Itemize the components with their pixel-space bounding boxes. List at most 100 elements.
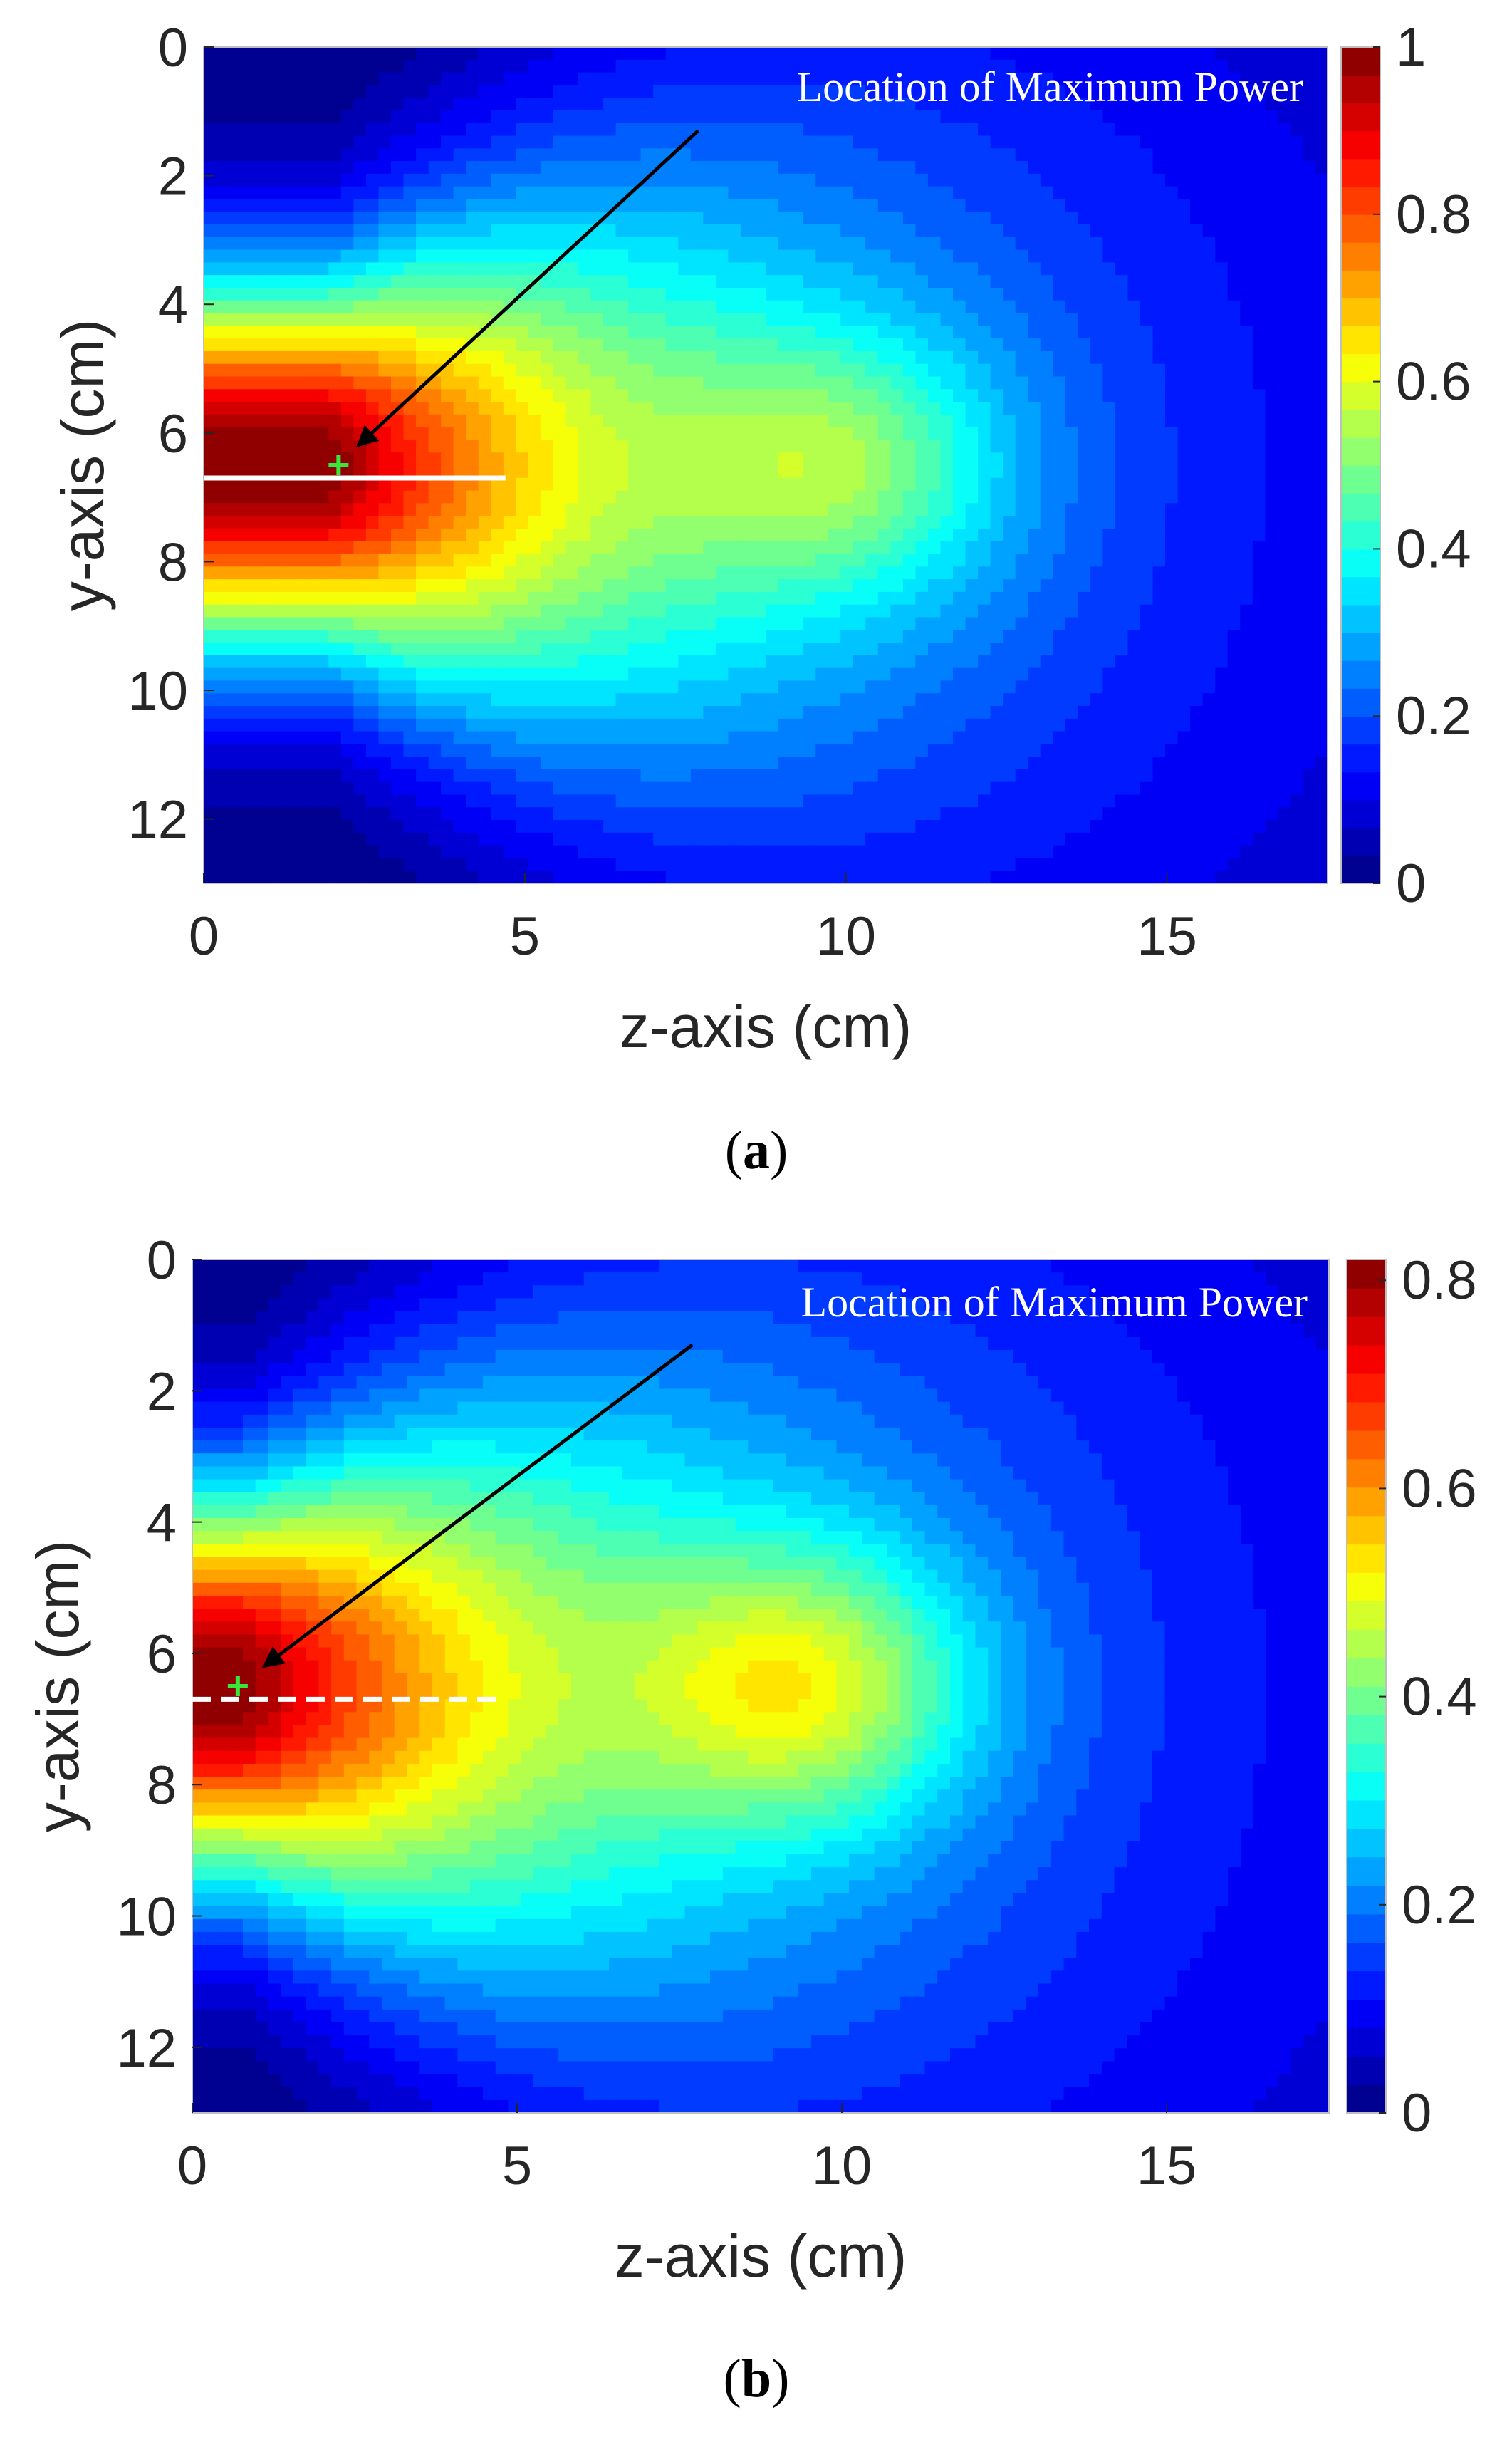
heatmap-cell [491,643,504,656]
heatmap-cell [565,554,579,568]
heatmap-cell [528,490,542,504]
heatmap-cell [778,693,791,707]
heatmap-cell [328,300,342,314]
heatmap-cell [978,503,991,516]
heatmap-cell [291,731,305,745]
heatmap-cell [740,173,754,187]
heatmap-cell [1115,477,1129,492]
heatmap-cell [528,338,542,352]
heatmap-cell [241,110,254,124]
heatmap-cell [316,744,330,757]
heatmap-cell [1003,680,1016,694]
heatmap-cell [1290,693,1303,707]
heatmap-cell [1240,313,1253,327]
heatmap-cell [1215,731,1229,745]
heatmap-cell [1202,148,1216,162]
heatmap-cell [653,237,667,251]
heatmap-cell [840,705,854,719]
heatmap-cell [441,148,454,162]
heatmap-cell [828,579,841,593]
heatmap-cell [902,135,917,150]
heatmap-cell [528,516,542,529]
heatmap-cell [665,350,679,365]
heatmap-cell [291,630,305,643]
heatmap-cell [1252,579,1266,593]
heatmap-cell [640,72,654,86]
heatmap-cell [578,173,592,187]
heatmap-cell [1127,237,1141,251]
heatmap-cell [965,287,979,301]
heatmap-cell [1202,591,1216,606]
heatmap-cell [1227,667,1241,682]
heatmap-cell [516,490,529,504]
heatmap-cell [665,744,679,757]
heatmap-cell [915,440,929,454]
heatmap-cell [491,262,504,276]
heatmap-cell [516,47,529,61]
heatmap-cell [728,477,741,492]
heatmap-cell [528,110,542,124]
heatmap-cell [1102,705,1116,719]
heatmap-cell [902,363,917,378]
heatmap-cell [254,110,267,124]
heatmap-cell [978,465,991,479]
heatmap-cell [1078,667,1091,682]
heatmap-cell [828,718,841,732]
heatmap-cell [565,313,579,327]
heatmap-cell [340,705,355,719]
heatmap-cell [254,212,267,225]
heatmap-cell [553,287,567,301]
heatmap-cell [1152,275,1166,289]
heatmap-cell [978,554,991,568]
heatmap-cell [1015,452,1028,466]
heatmap-cell [766,148,779,162]
heatmap-cell [1028,655,1041,669]
heatmap-cell [378,72,392,86]
heatmap-cell [303,744,317,757]
heatmap-cell [516,731,529,745]
heatmap-cell [815,148,829,162]
heatmap-cell [628,440,642,454]
heatmap-cell [1040,135,1054,150]
heatmap-cell [640,376,654,390]
heatmap-cell [1040,262,1054,276]
heatmap-cell [541,376,554,390]
heatmap-cell [441,338,454,352]
heatmap-cell [1227,72,1241,86]
heatmap-cell [1277,224,1291,238]
heatmap-cell [703,705,716,719]
heatmap-cell [1127,579,1141,593]
heatmap-cell [1102,693,1116,707]
heatmap-cell [1302,503,1316,516]
heatmap-cell [1202,402,1216,415]
heatmap-cell [940,135,954,150]
heatmap-cell [1315,148,1328,162]
heatmap-cell [316,85,330,98]
heatmap-cell [902,338,917,352]
heatmap-cell [865,389,879,402]
heatmap-cell [378,604,392,618]
heatmap-cell [528,414,542,428]
heatmap-cell [266,604,279,618]
heatmap-cell [1252,148,1266,162]
heatmap-cell [204,604,217,618]
heatmap-cell [565,731,579,745]
heatmap-cell [1028,680,1041,694]
heatmap-cell [1115,389,1129,402]
heatmap-cell [815,579,829,593]
heatmap-cell [1277,731,1291,745]
heatmap-cell [1015,554,1028,568]
heatmap-cell [1028,224,1041,238]
heatmap-cell [428,591,442,606]
heatmap-cell [1202,110,1216,124]
heatmap-cell [291,604,305,618]
heatmap-cell [1302,199,1316,213]
heatmap-cell [278,313,292,327]
heatmap-cell [1078,224,1091,238]
heatmap-cell [902,516,917,529]
heatmap-cell [590,718,604,732]
heatmap-cell [316,440,330,454]
heatmap-cell [1240,452,1253,466]
heatmap-cell [640,135,654,150]
heatmap-cell [1127,199,1141,213]
